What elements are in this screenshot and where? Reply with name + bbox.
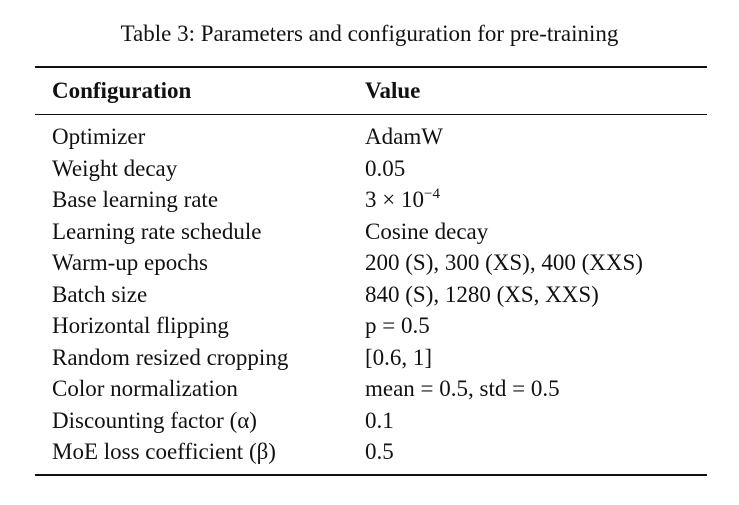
table-caption: Table 3: Parameters and configuration fo… — [120, 21, 619, 46]
bottom-rule — [35, 474, 707, 476]
cell: 3 × 10−4 — [365, 186, 440, 214]
cell: 0.5 — [365, 439, 394, 464]
mid-rule — [35, 114, 707, 115]
cell: Base learning rate — [52, 187, 219, 212]
header-cell: Configuration — [52, 78, 192, 103]
cell: 0.05 — [365, 155, 406, 181]
cell: p = 0.5 — [365, 313, 430, 338]
cell: Discounting factor (α) — [52, 407, 257, 433]
cell: Color normalization — [52, 376, 238, 401]
cell: MoE loss coefficient (β) — [52, 439, 276, 464]
header-cell: Value — [365, 78, 421, 103]
cell: 200 (S), 300 (XS), 400 (XXS) — [365, 250, 643, 275]
cell-exponent: −4 — [423, 186, 440, 202]
cell: 840 (S), 1280 (XS, XXS) — [365, 281, 599, 307]
cell: Weight decay — [52, 155, 178, 181]
cell: AdamW — [365, 124, 443, 149]
cell: 0.1 — [365, 407, 394, 433]
cell: Random resized cropping — [52, 344, 289, 370]
cell: Optimizer — [52, 124, 146, 149]
cell: mean = 0.5, std = 0.5 — [365, 376, 560, 401]
cell-base: 3 × 10 — [365, 187, 424, 212]
cell: Learning rate schedule — [52, 218, 262, 244]
cell: Batch size — [52, 281, 148, 307]
top-rule — [35, 66, 707, 68]
cell: [0.6, 1] — [365, 344, 433, 370]
cell: Warm-up epochs — [52, 250, 208, 275]
cell: Horizontal flipping — [52, 313, 229, 338]
cell: Cosine decay — [365, 218, 489, 244]
